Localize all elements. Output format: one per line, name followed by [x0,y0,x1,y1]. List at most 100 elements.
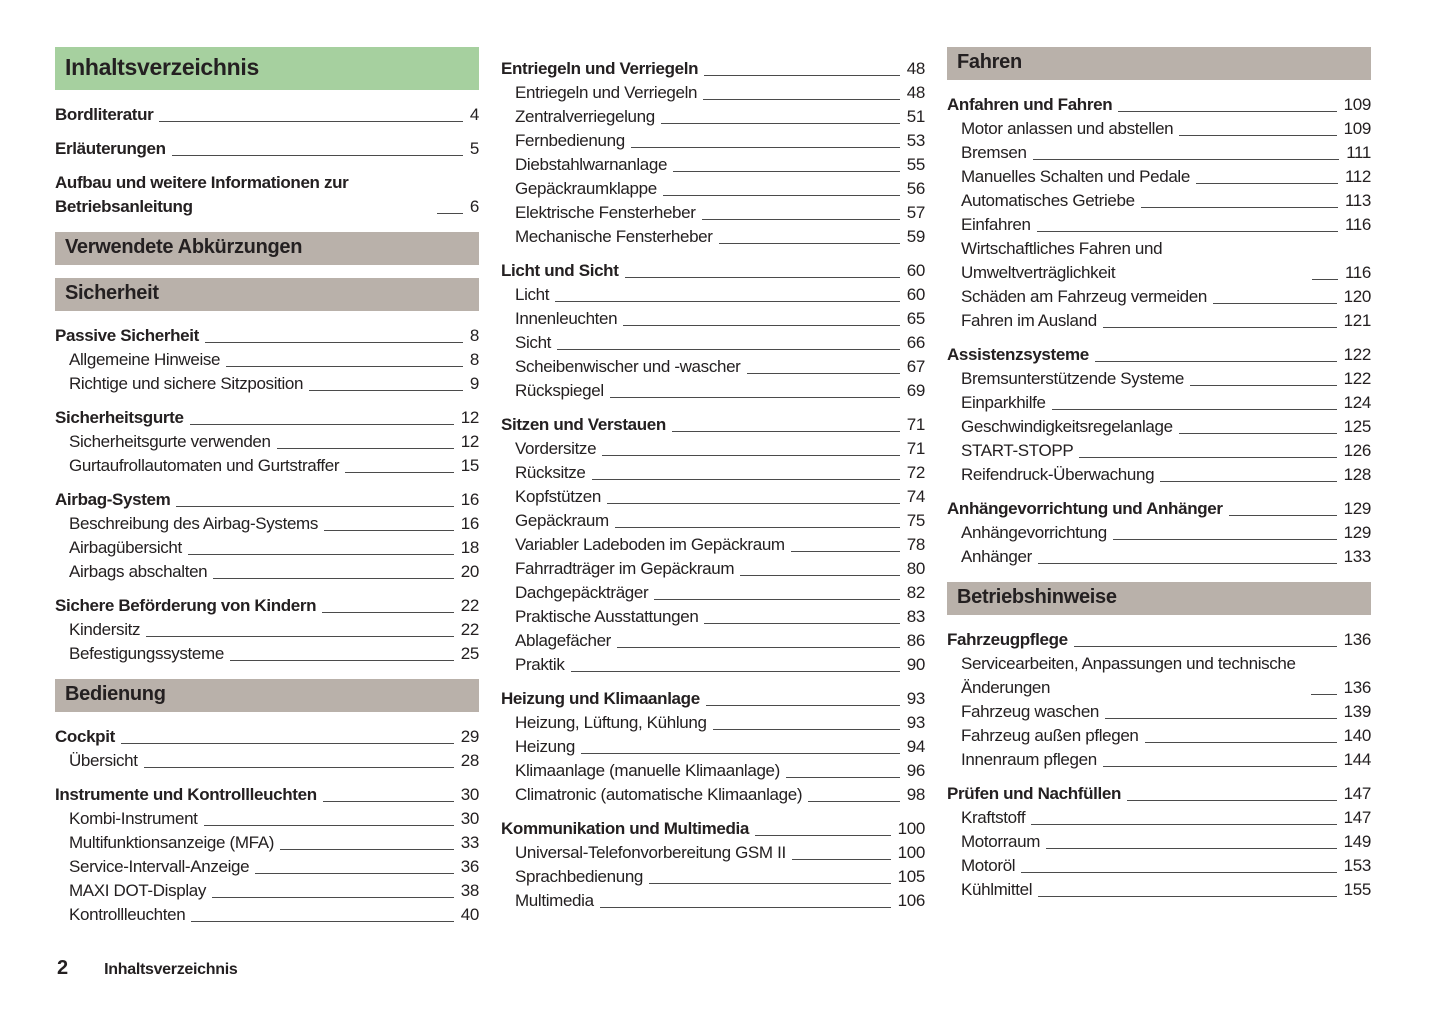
page-number: 60 [906,285,926,304]
page-number: 116 [1344,215,1371,234]
leader-line [1102,766,1337,767]
toc-subentry: Mechanische Fensterheber 59 [501,225,925,249]
toc-entry: Aufbau und weitere Informationen zur Bet… [55,171,479,219]
leader-line [1311,279,1338,280]
page-number: 155 [1343,880,1372,899]
page-number: 71 [906,439,926,458]
entry-label: Licht [515,285,550,304]
leader-line [1102,327,1337,328]
entry-label: Airbag-System [55,490,171,509]
leader-line [662,195,900,196]
toc-column-2: Entriegeln und Verriegeln 48 Entriegeln un… [501,47,925,937]
page-number: 109 [1343,119,1372,138]
leader-line [1094,361,1337,362]
leader-line [171,155,463,156]
toc-block-airbag-system: Airbag-System 16 Beschreibung des Airbag-S… [55,488,479,584]
entry-label: Praktische Ausstattungen [515,607,699,626]
page-number: 94 [906,737,926,756]
leader-line [649,883,891,884]
entry-label: Motorraum [961,832,1041,851]
page-number: 22 [460,620,480,639]
entry-label: Fahrzeugpflege [947,630,1068,649]
toc-entry: Anhängevorrichtung und Anhänger 129 [947,497,1371,521]
page-number: 100 [897,819,926,838]
toc-block-heizung-und-klimaanlage: Heizung und Klimaanlage 93 Heizung, Lüftun… [501,687,925,807]
leader-line [671,431,900,432]
entry-label: Rücksitze [515,463,586,482]
page-number: 69 [906,381,926,400]
leader-line [1160,481,1337,482]
page-number: 6 [469,197,479,216]
entry-label: Airbags abschalten [69,562,208,581]
leader-line [602,455,900,456]
toc-block-sitzen-und-verstauen: Sitzen und Verstauen 71 Vordersitze 71 Rücks… [501,413,925,677]
toc-block-erlauterungen: Erläuterungen 5 [55,137,479,161]
page-number: 109 [1343,95,1372,114]
toc-subentry: Geschwindigkeitsregelanlage 125 [947,415,1371,439]
entry-label: Wirtschaftliches Fahren und Umweltverträ… [961,239,1163,282]
page-number: 4 [469,105,479,124]
leader-line [191,921,454,922]
toc-subentry: Einfahren 116 [947,213,1371,237]
toc-subentry: Motorraum 149 [947,830,1371,854]
page-number: 96 [906,761,926,780]
section-bar-betriebshinweise: Betriebshinweise [947,582,1371,615]
page-number: 129 [1343,523,1372,542]
section-bar-inhaltsverzeichnis: Inhaltsverzeichnis [55,47,479,90]
leader-line [755,835,891,836]
page-number: 5 [469,139,479,158]
page-number: 71 [906,415,926,434]
page-number: 12 [460,408,480,427]
leader-line [187,554,454,555]
toc-subentry: Entriegeln und Verriegeln 48 [501,81,925,105]
toc-subentry: Einparkhilfe 124 [947,391,1371,415]
entry-label: Service-Intervall-Anzeige [69,857,250,876]
leader-line [704,75,900,76]
entry-label: Heizung und Klimaanlage [501,689,700,708]
toc-entry: Licht und Sicht 60 [501,259,925,283]
leader-line [580,753,900,754]
toc-subentry: Gepäckraum 75 [501,509,925,533]
page-number: 22 [460,596,480,615]
entry-label: Fahrzeug waschen [961,702,1100,721]
toc-subentry: Multimedia 106 [501,889,925,913]
leader-line [212,897,454,898]
leader-line [623,325,900,326]
entry-label: Passive Sicherheit [55,326,199,345]
leader-line [1073,646,1337,647]
leader-line [1036,231,1338,232]
page-number: 65 [906,309,926,328]
entry-label: Universal-Telefonvorbereitung GSM II [515,843,786,862]
page-number: 30 [460,809,480,828]
toc-entry: Airbag-System 16 [55,488,479,512]
entry-label: Richtige und sichere Sitzposition [69,374,304,393]
toc-block-prufen-und-nachfullen: Prüfen und Nachfüllen 147 Kraftstoff 147 Mot… [947,782,1371,902]
toc-subentry: Zentralverriegelung 51 [501,105,925,129]
toc-subentry: Diebstahlwarnanlage 55 [501,153,925,177]
leader-line [176,506,454,507]
toc-entry: Sicherheitsgurte 12 [55,406,479,430]
toc-subentry: Praktische Ausstattungen 83 [501,605,925,629]
page-number: 12 [460,432,480,451]
toc-block-sicherheitsgurte: Sicherheitsgurte 12 Sicherheitsgurte verwe… [55,406,479,478]
page-number: 38 [460,881,480,900]
page-number: 83 [906,607,926,626]
page-number: 122 [1343,345,1372,364]
leader-line [609,397,900,398]
entry-label: Anhänger [961,547,1032,566]
entry-label: Schäden am Fahrzeug vermeiden [961,287,1207,306]
page-number: 124 [1343,393,1372,412]
page-number: 82 [906,583,926,602]
toc-subentry: Wirtschaftliches Fahren und Umweltverträ… [947,237,1371,285]
page-number: 136 [1343,630,1372,649]
leader-line [143,767,454,768]
entry-label: Instrumente und Kontrollleuchten [55,785,317,804]
entry-label: Rückspiegel [515,381,604,400]
toc-subentry: Fernbedienung 53 [501,129,925,153]
page-number: 147 [1343,808,1372,827]
page-number: 90 [906,655,926,674]
entry-label: Elektrische Fensterheber [515,203,696,222]
entry-label: Übersicht [69,751,138,770]
toc-subentry: Befestigungssysteme 25 [55,642,479,666]
footer-chapter-label: Inhaltsverzeichnis [104,961,238,978]
